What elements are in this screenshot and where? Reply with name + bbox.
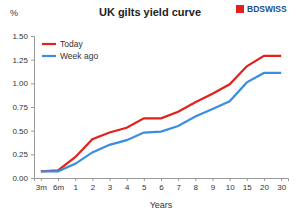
logo-text: BDSWISS <box>247 4 287 14</box>
x-tick-mark <box>281 178 282 181</box>
x-tick: 9 <box>211 178 216 192</box>
series-line <box>41 73 281 171</box>
series-line <box>41 56 281 171</box>
x-tick-label: 15 <box>243 183 252 192</box>
x-tick-label: 6 <box>159 183 164 192</box>
x-tick-mark <box>195 178 196 181</box>
x-tick-label: 10 <box>226 183 235 192</box>
y-tick-mark <box>31 36 34 37</box>
y-tick-mark <box>31 178 34 179</box>
x-tick-label: 6m <box>53 183 64 192</box>
title: UK gilts yield curve <box>99 6 201 18</box>
y-tick: 1.25 <box>12 56 34 65</box>
legend: Today Week ago <box>42 39 98 61</box>
y-tick-label: 1.00 <box>12 79 28 88</box>
legend-swatch <box>42 55 56 57</box>
y-tick-label: 0.50 <box>12 127 28 136</box>
x-tick-mark <box>178 178 179 181</box>
x-tick: 20 <box>260 178 269 192</box>
x-axis-line <box>35 179 289 182</box>
x-axis-title: Years <box>150 200 173 210</box>
legend-label: Today <box>60 39 83 49</box>
x-tick-mark <box>92 178 93 181</box>
x-tick: 30 <box>277 178 286 192</box>
x-tick-label: 7 <box>176 183 181 192</box>
y-tick: 0.00 <box>12 174 34 183</box>
legend-item: Week ago <box>42 51 98 61</box>
x-tick: 15 <box>243 178 252 192</box>
y-axis: 0.00 0.25 0.50 0.75 1.00 1.25 1.50 <box>12 32 34 183</box>
x-tick: 7 <box>176 178 181 192</box>
y-tick: 1.00 <box>12 79 34 88</box>
x-tick-mark <box>75 178 76 181</box>
legend-label: Week ago <box>60 51 98 61</box>
x-tick: 5 <box>142 178 147 192</box>
x-tick-mark <box>58 178 59 181</box>
x-tick-label: 9 <box>211 183 216 192</box>
y-tick-mark <box>31 83 34 84</box>
legend-item: Today <box>42 39 83 49</box>
x-tick-mark <box>161 178 162 181</box>
x-tick: 4 <box>125 178 130 192</box>
y-axis-title: % <box>10 8 18 18</box>
x-tick-mark <box>230 178 231 181</box>
x-tick-label: 3 <box>108 183 113 192</box>
y-tick-label: 1.25 <box>12 56 28 65</box>
x-tick-label: 3m <box>36 183 47 192</box>
y-tick: 0.25 <box>12 150 34 159</box>
y-tick: 0.75 <box>12 103 34 112</box>
x-tick-mark <box>110 178 111 181</box>
x-tick-label: 5 <box>142 183 147 192</box>
x-tick: 6m <box>53 178 64 192</box>
y-axis-line <box>31 37 35 179</box>
legend-swatch <box>42 43 56 45</box>
x-tick-label: 2 <box>91 183 96 192</box>
x-tick-mark <box>41 178 42 181</box>
y-tick-mark <box>31 60 34 61</box>
x-tick: 3m <box>36 178 47 192</box>
x-tick-label: 20 <box>260 183 269 192</box>
chart: UK gilts yield curve% BDSWISS 0.00 0.25 0.50… <box>0 0 300 214</box>
y-tick: 1.50 <box>12 32 34 41</box>
plot-area: 0.00 0.25 0.50 0.75 1.00 1.25 1.50 3m 6m 1 2 3 4 5 6 7 8… <box>12 32 288 192</box>
x-tick-label: 1 <box>73 183 78 192</box>
x-tick: 2 <box>91 178 96 192</box>
y-tick: 0.50 <box>12 127 34 136</box>
y-tick-label: 1.50 <box>12 32 28 41</box>
y-tick-mark <box>31 107 34 108</box>
x-tick: 1 <box>73 178 78 192</box>
x-tick: 6 <box>159 178 164 192</box>
x-tick-mark <box>247 178 248 181</box>
x-tick-mark <box>127 178 128 181</box>
x-tick: 3 <box>108 178 113 192</box>
x-tick: 10 <box>226 178 235 192</box>
y-tick-mark <box>31 131 34 132</box>
x-tick: 8 <box>194 178 199 192</box>
x-tick-label: 30 <box>277 183 286 192</box>
x-axis: 3m 6m 1 2 3 4 5 6 7 8 9 10 15 20 30 <box>35 178 289 192</box>
logo-icon <box>236 5 244 13</box>
x-tick-mark <box>212 178 213 181</box>
logo: BDSWISS <box>236 4 287 14</box>
x-tick-label: 4 <box>125 183 130 192</box>
series-group <box>41 56 281 171</box>
x-tick-mark <box>264 178 265 181</box>
y-tick-label: 0.25 <box>12 150 28 159</box>
x-tick-label: 8 <box>194 183 199 192</box>
y-tick-label: 0.75 <box>12 103 28 112</box>
y-tick-label: 0.00 <box>12 174 28 183</box>
y-tick-mark <box>31 154 34 155</box>
x-tick-mark <box>144 178 145 181</box>
